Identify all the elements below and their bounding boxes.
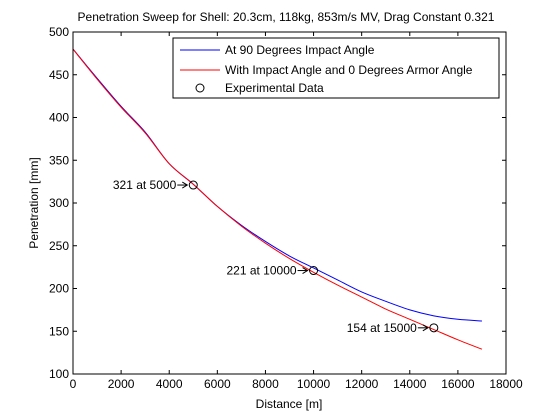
x-tick-label: 14000 — [393, 377, 427, 391]
y-tick-label: 450 — [49, 68, 69, 82]
y-tick-label: 250 — [49, 239, 69, 253]
experimental-data-point — [309, 266, 319, 276]
x-tick-label: 18000 — [489, 377, 523, 391]
y-tick-label: 500 — [49, 25, 69, 39]
y-tick-label: 100 — [49, 367, 69, 381]
y-tick-label: 350 — [49, 153, 69, 167]
x-tick-label: 0 — [70, 377, 77, 391]
annotation-arrow-head — [422, 324, 429, 332]
x-tick-label: 12000 — [345, 377, 379, 391]
legend-label-series-1: At 90 Degrees Impact Angle — [225, 43, 375, 57]
series-layer — [72, 48, 483, 350]
x-tick-label: 8000 — [252, 377, 279, 391]
y-tick-label: 200 — [49, 282, 69, 296]
experimental-data-point — [429, 323, 439, 333]
annotation-layer: 321 at 5000 221 at 10000 154 at 15000 — [113, 178, 429, 335]
x-tick-label: 2000 — [108, 377, 135, 391]
y-tick-label: 300 — [49, 196, 69, 210]
x-axis-label: Distance [m] — [256, 397, 323, 411]
annotation-arrow-head — [302, 267, 309, 274]
x-tick-label: 4000 — [156, 377, 183, 391]
annotation-label: 154 at 15000 — [347, 321, 417, 335]
y-axis-label: Penetration [mm] — [27, 157, 41, 248]
series-line-1 — [72, 48, 482, 322]
chart-title: Penetration Sweep for Shell: 20.3cm, 118… — [78, 10, 495, 24]
legend-box — [172, 37, 500, 99]
legend-label-series-3: Experimental Data — [225, 81, 324, 95]
y-tick-label: 400 — [49, 111, 69, 125]
tick-layer: 0 2000 4000 6000 8000 10000 12000 14000 16000 180… — [49, 25, 523, 391]
legend-label-series-2: With Impact Angle and 0 Degrees Armor An… — [225, 63, 473, 77]
y-tick-label: 150 — [49, 324, 69, 338]
x-tick-label: 10000 — [297, 377, 331, 391]
experimental-data-point — [188, 180, 198, 190]
annotation-arrow-head — [182, 181, 189, 189]
x-tick-label: 16000 — [441, 377, 475, 391]
series-line-2 — [72, 48, 483, 350]
annotation-label: 221 at 10000 — [226, 264, 296, 278]
x-tick-label: 6000 — [204, 377, 231, 391]
legend-swatch-circle-marker — [195, 83, 205, 93]
legend: At 90 Degrees Impact Angle With Impact A… — [172, 37, 500, 99]
annotation-label: 321 at 5000 — [113, 178, 177, 192]
